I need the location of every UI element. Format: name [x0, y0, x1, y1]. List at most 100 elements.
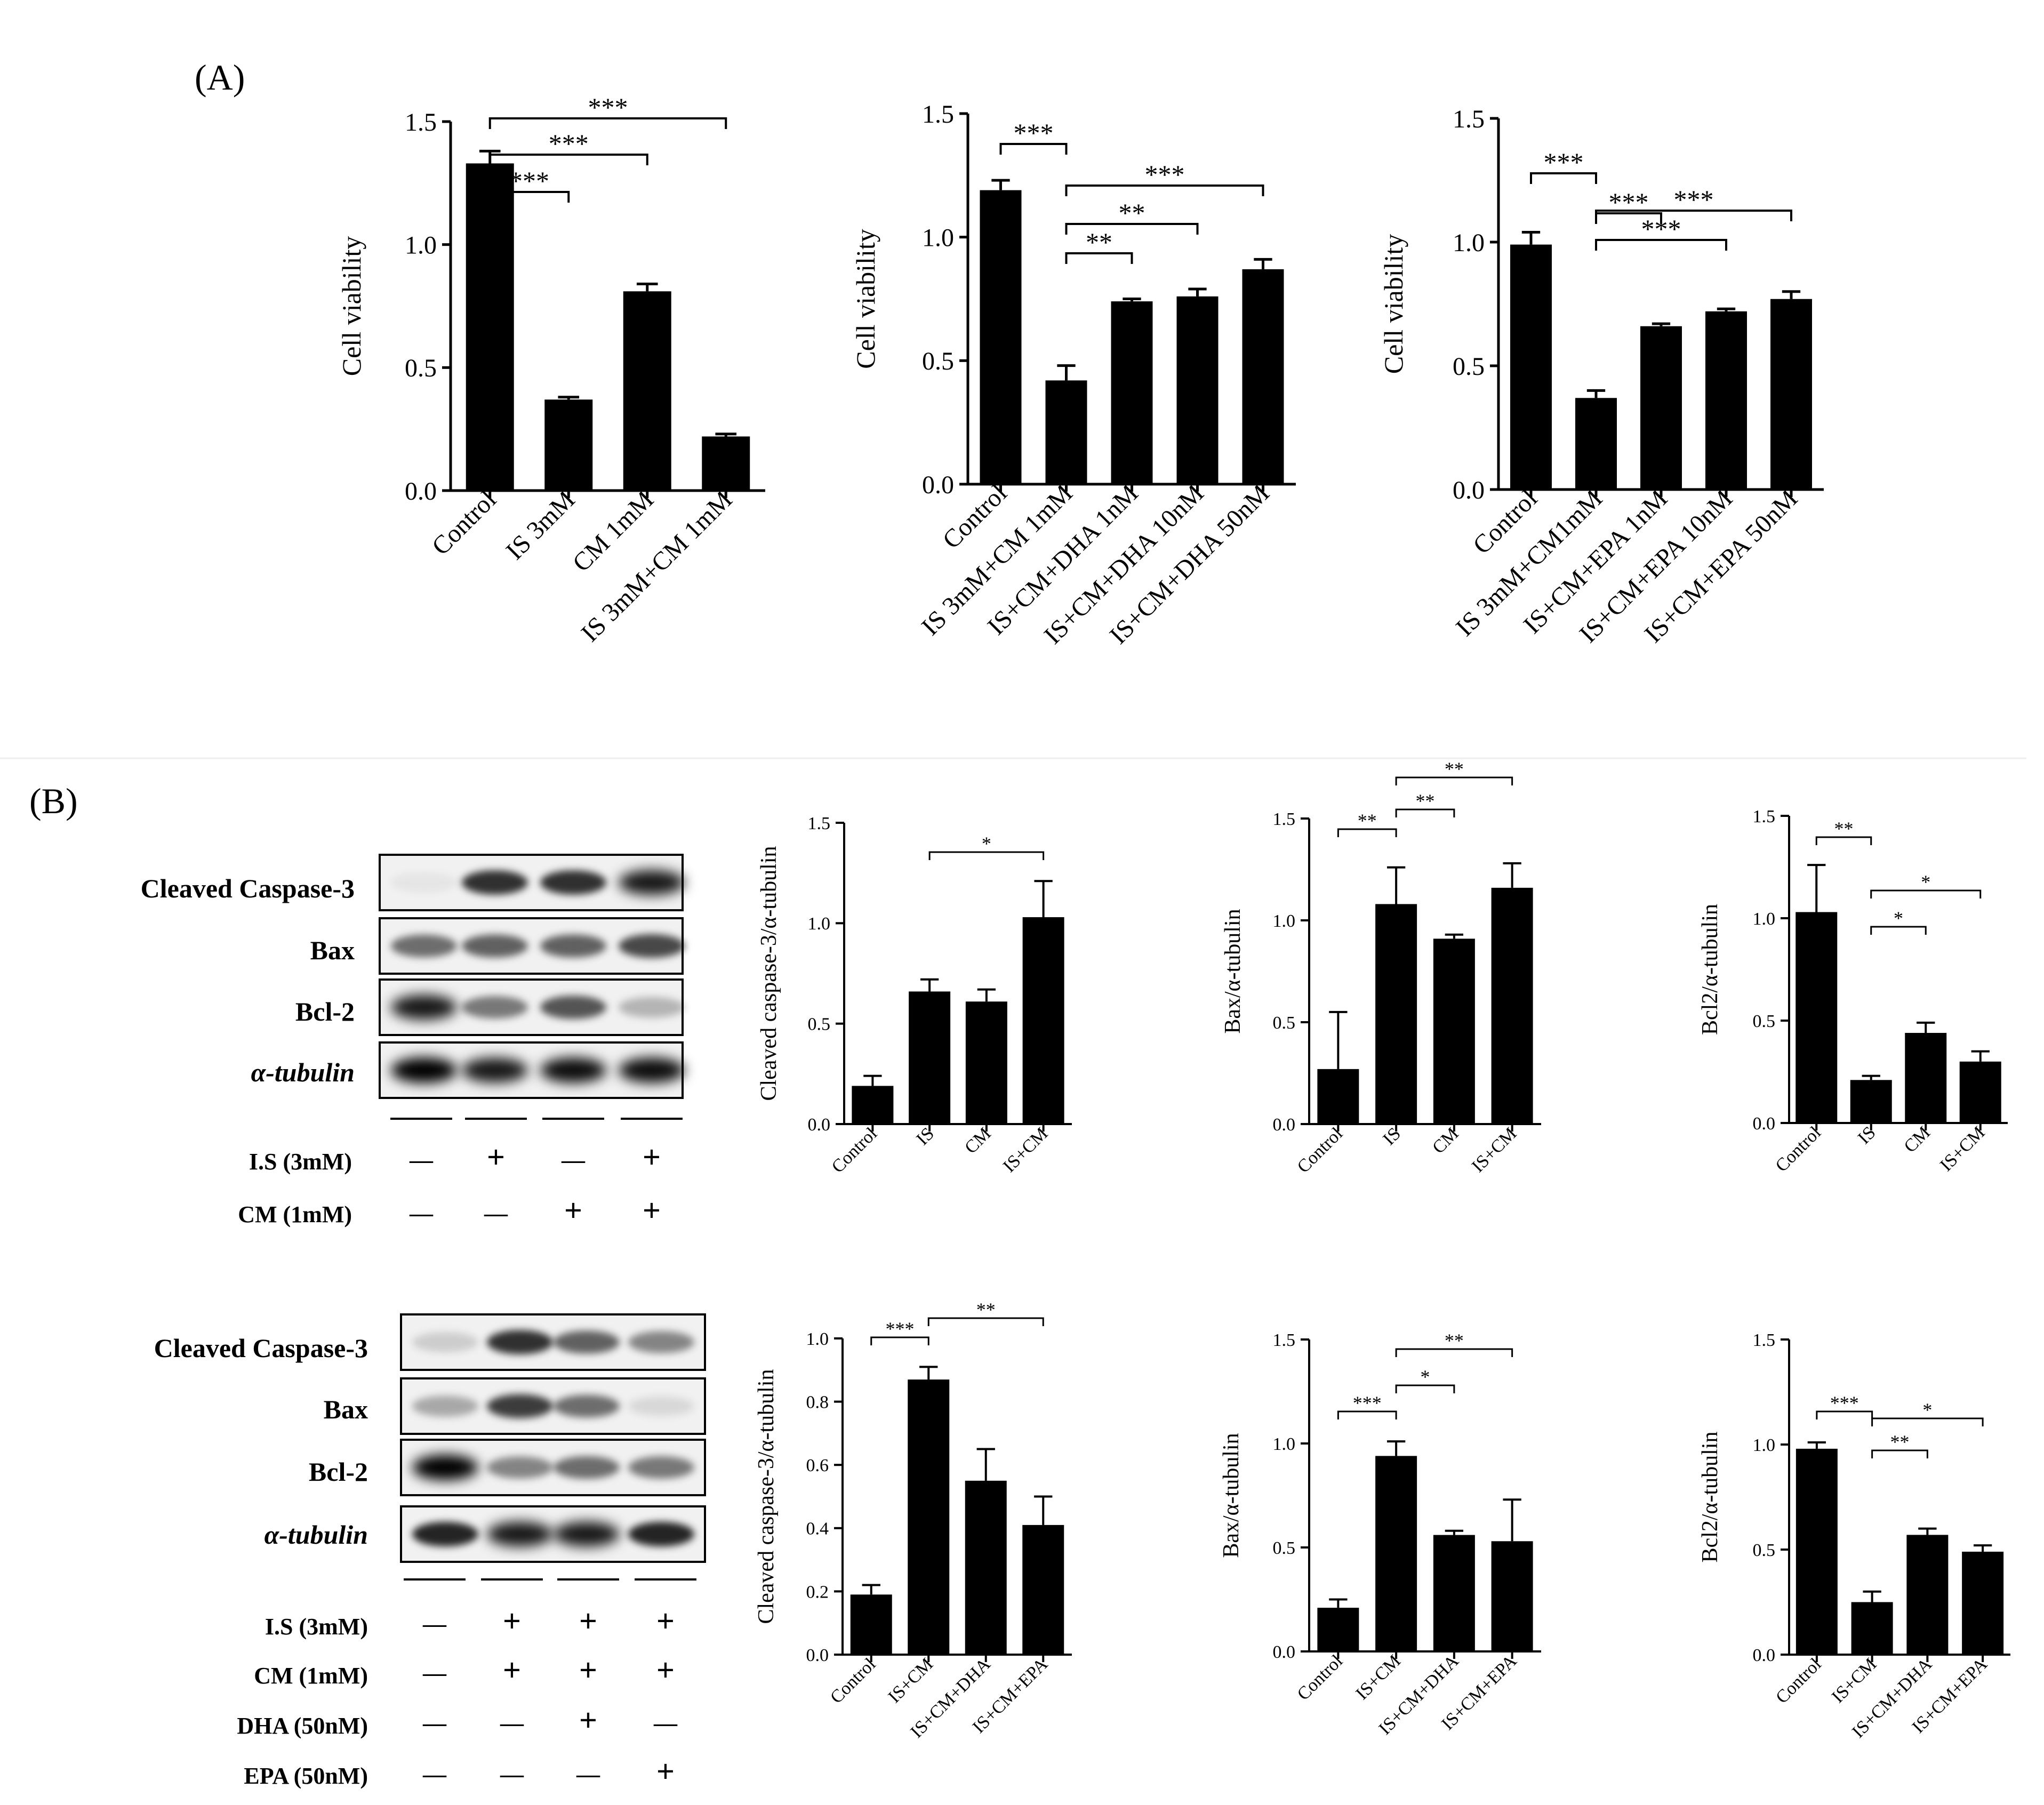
significance-bracket — [1337, 828, 1397, 837]
y-axis-label: Bax/α-tubulin — [1219, 1433, 1244, 1558]
blot-band — [628, 1396, 694, 1416]
blot-band — [540, 1057, 606, 1083]
significance-label: * — [1421, 1366, 1430, 1387]
minus-mark: — — [409, 1147, 434, 1173]
bar — [1770, 299, 1812, 490]
bar — [1045, 380, 1087, 484]
blot-band — [554, 1394, 620, 1418]
bar — [1317, 1069, 1359, 1124]
x-tick-label: Control — [427, 485, 502, 560]
y-tick-label: 1.5 — [1273, 1330, 1296, 1350]
x-tick-label: IS 3mM — [501, 485, 581, 565]
bar — [1375, 904, 1417, 1124]
bar — [1575, 398, 1617, 490]
y-tick-label: 0.5 — [405, 354, 437, 382]
bar — [965, 1001, 1007, 1124]
y-tick-label: 1.0 — [1273, 911, 1296, 931]
blot-band — [391, 994, 457, 1020]
significance-bracket — [1595, 239, 1727, 251]
western-blot-dha-epa: Cleaved Caspase-3 Bax Bcl-2 α-tubulin I.… — [154, 1313, 706, 1789]
significance-bracket — [1065, 223, 1199, 235]
x-tick-label: CM — [961, 1124, 995, 1158]
y-tick-label: 0.5 — [1273, 1013, 1296, 1033]
significance-label: *** — [1544, 147, 1584, 177]
x-tick-label: IS — [1854, 1122, 1880, 1148]
significance-bracket — [1337, 1410, 1397, 1419]
bar — [1905, 1033, 1947, 1123]
plus-mark: + — [656, 1603, 675, 1639]
minus-mark: — — [500, 1761, 524, 1787]
blot-band — [619, 870, 685, 895]
chart-caspase3-cm: 0.0 0.5 1.0 1.5 Cleaved caspase-3/α-tubulin C… — [757, 814, 1072, 1177]
y-tick-label: 0.0 — [405, 477, 437, 506]
minus-mark: — — [409, 1200, 434, 1226]
y-tick-label: 1.5 — [405, 108, 437, 137]
y-tick-label: 0.0 — [1273, 1642, 1296, 1662]
y-tick-label: 1.5 — [1453, 105, 1485, 133]
blot-band — [628, 1456, 694, 1479]
x-tick-label: Control — [827, 1654, 880, 1707]
x-tick-label: Control — [1772, 1122, 1825, 1176]
blot-band — [391, 934, 457, 958]
y-axis-label: Cell viability — [1378, 234, 1408, 374]
y-axis-label: Bcl2/α-tubulin — [1698, 1432, 1722, 1563]
y-tick-label: 0.0 — [1753, 1114, 1776, 1134]
blot-band — [391, 872, 457, 893]
significance-bracket — [488, 154, 648, 165]
bar — [1433, 1535, 1475, 1651]
y-tick-label: 1.5 — [808, 814, 831, 833]
blot-condition-label: I.S (3mM) — [249, 1149, 352, 1175]
x-tick-label: IS+CM — [999, 1124, 1052, 1176]
bar — [1317, 1608, 1359, 1651]
x-tick-label: CM — [1901, 1122, 1935, 1157]
x-tick-label: IS 3mM+CM 1mM — [576, 485, 738, 647]
significance-label: *** — [1014, 118, 1054, 148]
blot-condition-label: CM (1mM) — [238, 1201, 352, 1228]
bar — [980, 190, 1022, 485]
significance-bracket — [1870, 926, 1927, 935]
y-tick-label: 1.0 — [806, 1329, 829, 1349]
y-tick-label: 1.0 — [405, 231, 437, 259]
significance-bracket — [1595, 210, 1792, 221]
plus-mark: + — [503, 1652, 521, 1688]
significance-label: *** — [1145, 159, 1185, 189]
y-tick-label: 1.5 — [1753, 807, 1776, 827]
y-tick-label: 0.0 — [1753, 1646, 1776, 1665]
blot-band — [554, 1521, 620, 1547]
x-tick-label: Control — [1294, 1651, 1347, 1704]
bar — [1510, 244, 1552, 490]
bar — [1111, 301, 1153, 484]
y-tick-label: 1.0 — [808, 914, 831, 934]
significance-bracket — [1065, 184, 1264, 196]
x-tick-label: Control — [1294, 1124, 1347, 1177]
significance-label: *** — [1609, 187, 1649, 217]
x-tick-label: IS+CM — [1352, 1651, 1405, 1704]
minus-mark: — — [422, 1710, 447, 1736]
blot-band — [487, 1456, 553, 1479]
y-tick-label: 1.0 — [1453, 229, 1485, 257]
bar — [1705, 311, 1747, 490]
significance-bracket — [1871, 1417, 1984, 1426]
panel-label-a: (A) — [195, 57, 245, 98]
significance-bracket — [1395, 776, 1513, 785]
significance-label: *** — [1830, 1392, 1859, 1414]
bar — [1176, 296, 1219, 484]
significance-bracket — [928, 851, 1045, 860]
y-tick-label: 1.0 — [1273, 1434, 1296, 1454]
y-tick-label: 1.5 — [1753, 1330, 1776, 1350]
plus-mark: + — [656, 1652, 675, 1688]
minus-mark: — — [653, 1710, 678, 1736]
blot-protein-label: α-tubulin — [264, 1520, 368, 1550]
significance-bracket — [1065, 252, 1133, 264]
significance-label: ** — [1119, 198, 1145, 228]
significance-bracket — [1530, 172, 1597, 184]
significance-bracket — [1395, 1348, 1513, 1357]
significance-bracket — [1816, 1410, 1873, 1419]
plus-mark: + — [564, 1193, 582, 1228]
plus-mark: + — [487, 1140, 505, 1175]
blot-band — [487, 1521, 553, 1547]
significance-bracket — [999, 143, 1068, 155]
y-axis-label: Cleaved caspase-3/α-tubulin — [754, 1369, 779, 1624]
plus-mark: + — [503, 1603, 521, 1639]
